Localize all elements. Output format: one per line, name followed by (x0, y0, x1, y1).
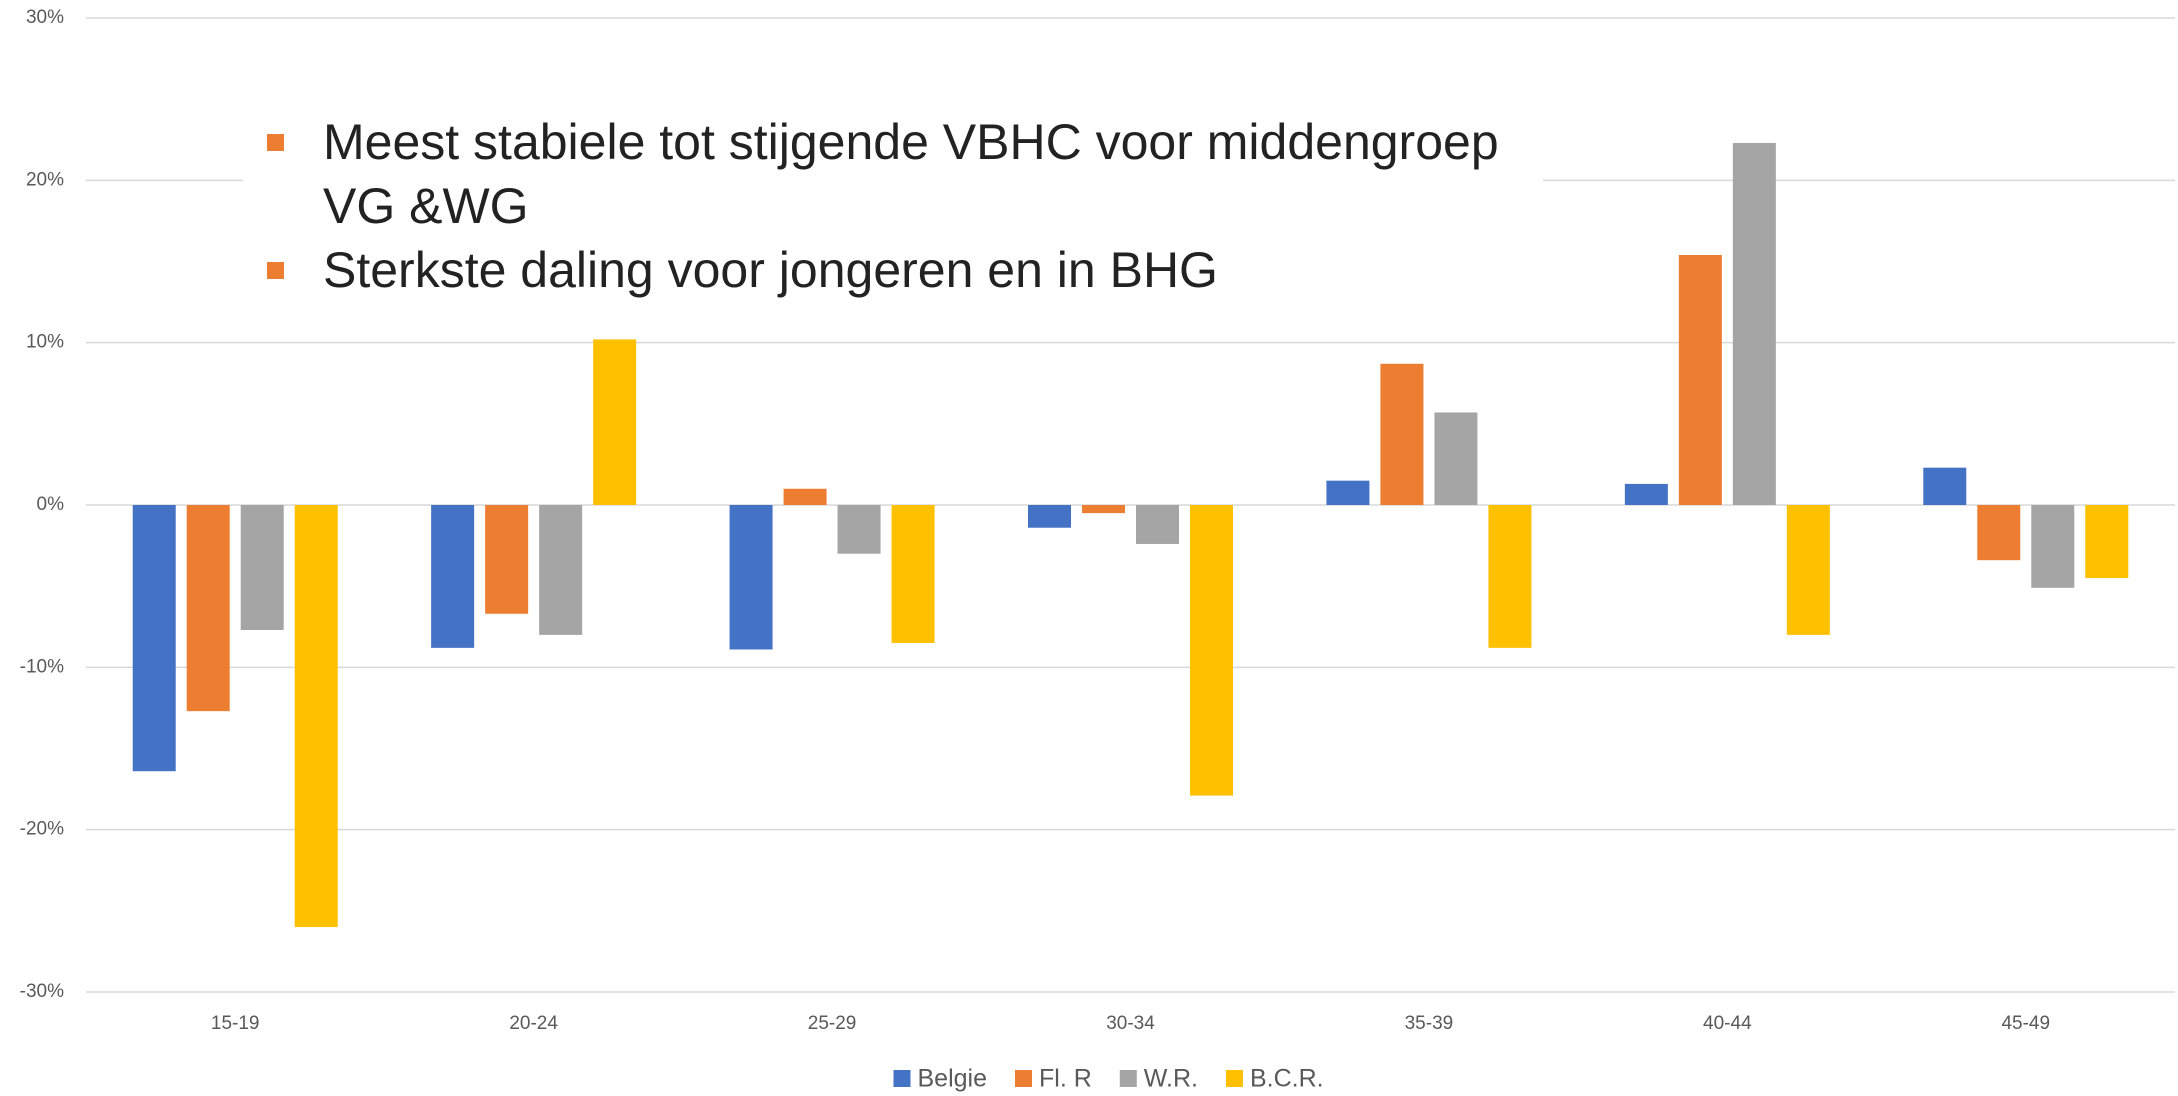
x-tick-label: 15-19 (211, 1013, 260, 1034)
bar (240, 505, 284, 630)
annotation-text: Meest stabiele tot stijgende VBHC voor m… (323, 114, 1499, 234)
legend-label: W.R. (1144, 1065, 1198, 1093)
bar (1732, 142, 1776, 505)
bar (1977, 505, 2021, 561)
legend-swatch (1225, 1070, 1243, 1087)
legend-swatch (1015, 1070, 1032, 1087)
bar (891, 505, 935, 643)
bar (1488, 505, 1532, 648)
x-tick-label: 25-29 (808, 1013, 857, 1034)
bullet (267, 262, 284, 279)
legend-label: B.C.R. (1250, 1065, 1324, 1093)
y-tick-label: -20% (20, 819, 64, 840)
bar (1380, 363, 1424, 505)
bar (783, 488, 827, 505)
bar (431, 505, 475, 648)
legend-swatch (893, 1070, 911, 1087)
y-tick-label: -10% (20, 656, 64, 677)
annotation-text: Sterkste daling voor jongeren en in BHG (323, 242, 1218, 298)
bar (186, 505, 230, 712)
bar (593, 339, 637, 505)
bar (294, 505, 338, 928)
y-tick-label: 30% (26, 7, 64, 28)
annotation: Sterkste daling voor jongeren en in BHG (243, 238, 1543, 302)
y-tick-label: 10% (26, 332, 64, 353)
bar (1434, 412, 1478, 505)
annotation-box: Meest stabiele tot stijgende VBHC voor m… (243, 100, 1543, 322)
bar (1786, 505, 1830, 635)
bar (132, 505, 176, 772)
bar (485, 505, 529, 614)
bar (539, 505, 583, 635)
legend-label: Belgie (918, 1065, 988, 1093)
y-tick-label: 0% (37, 494, 65, 515)
annotation: Meest stabiele tot stijgende VBHC voor m… (243, 110, 1543, 238)
bar (729, 505, 773, 650)
bar (2031, 505, 2075, 588)
x-tick-label: 20-24 (509, 1013, 558, 1034)
y-tick-label: 20% (26, 169, 64, 190)
legend-label: Fl. R (1039, 1065, 1092, 1093)
x-tick-label: 30-34 (1106, 1013, 1155, 1034)
x-tick-label: 40-44 (1703, 1013, 1752, 1034)
bar (1678, 255, 1722, 505)
bar (1190, 505, 1233, 796)
y-tick-label: -30% (20, 981, 64, 1002)
bar (1624, 483, 1668, 505)
bar (2085, 505, 2129, 579)
bullet (267, 134, 284, 151)
bar (837, 505, 881, 554)
bar (1326, 480, 1370, 505)
bar (1923, 467, 1967, 505)
bar (1136, 505, 1179, 544)
x-tick-label: 35-39 (1405, 1013, 1454, 1034)
bar (1028, 505, 1071, 528)
x-tick-label: 45-49 (2001, 1013, 2050, 1034)
legend-swatch (1119, 1070, 1137, 1087)
bar (1082, 505, 1125, 514)
